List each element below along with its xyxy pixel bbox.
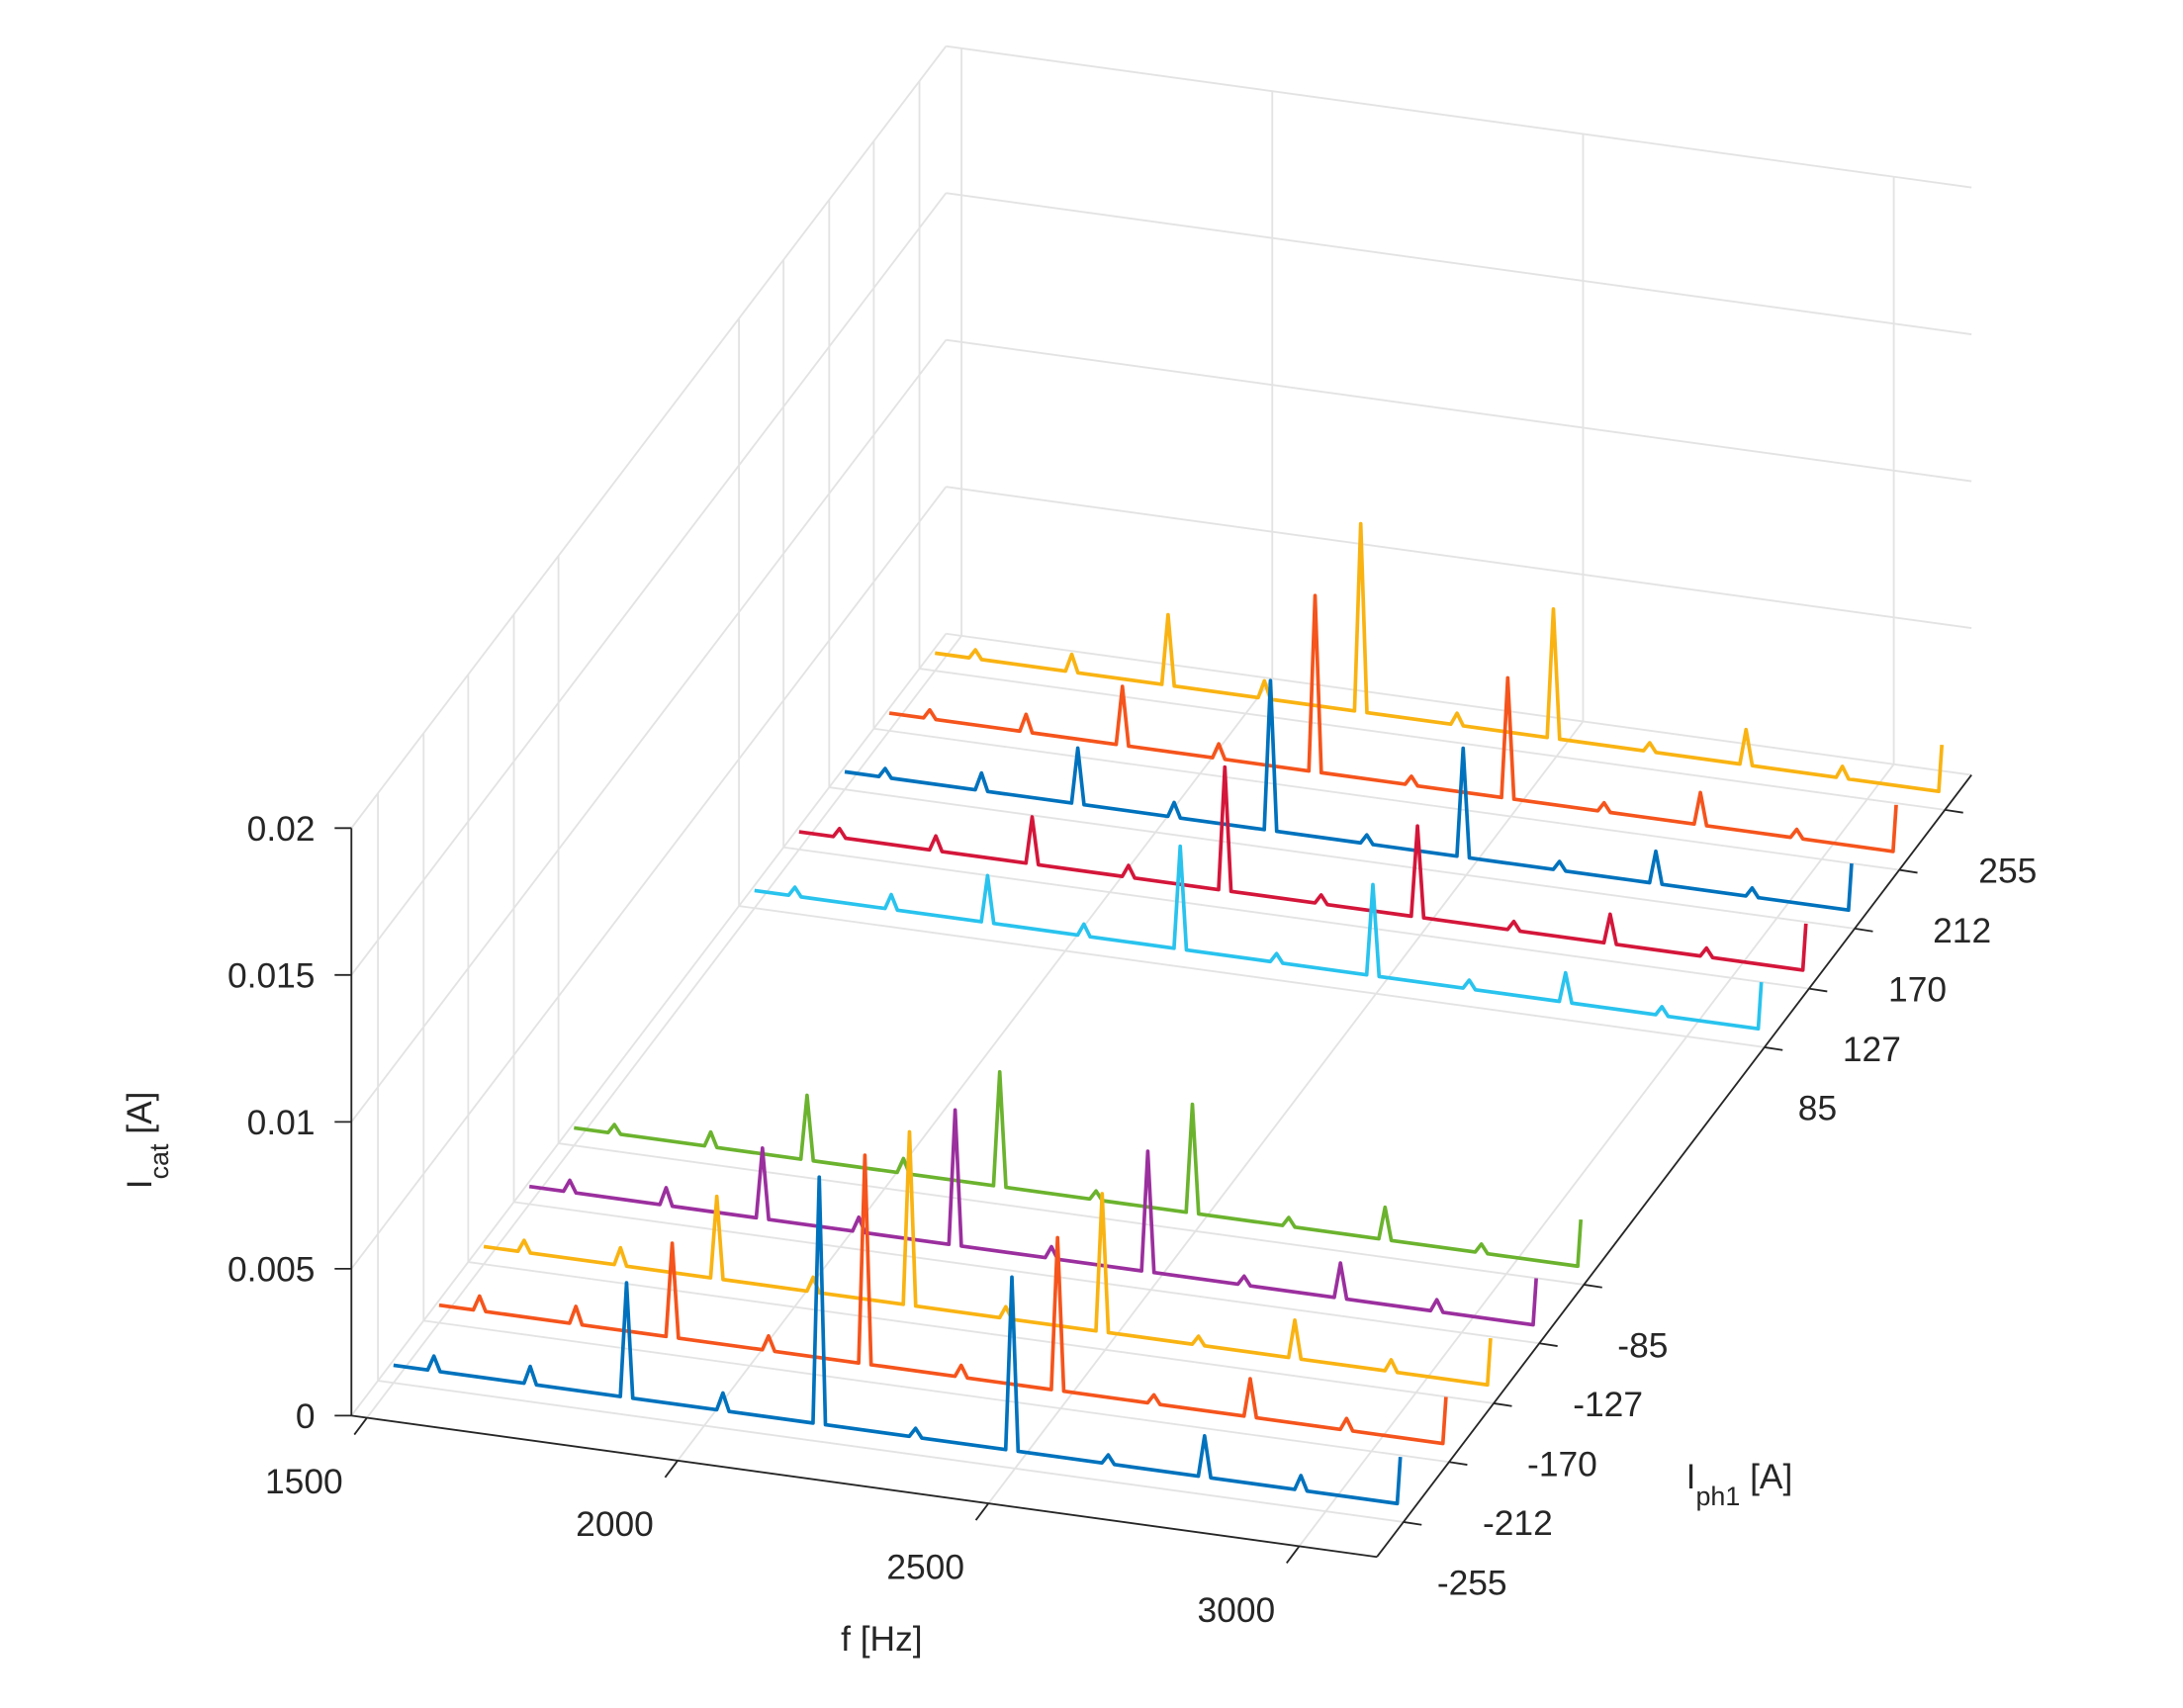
grid-line xyxy=(946,338,1972,483)
series-line xyxy=(888,593,1898,854)
series-line xyxy=(393,1175,1403,1506)
y-tick-label: 170 xyxy=(1888,970,1947,1009)
z-tick-label: 0.02 xyxy=(247,810,316,849)
z-tick-label: 0.015 xyxy=(227,957,316,996)
plot-area xyxy=(393,521,1945,1506)
grid-line xyxy=(513,1201,1540,1345)
grid-line xyxy=(558,1142,1585,1286)
series-line xyxy=(574,1070,1584,1269)
x-tick-label: 2500 xyxy=(886,1549,964,1587)
x-axis-title: f [Hz] xyxy=(841,1620,923,1659)
z-axis-title-main: I xyxy=(121,1179,159,1189)
grid-line xyxy=(987,720,1585,1504)
x-axis-line xyxy=(351,1414,1378,1559)
grid-line xyxy=(423,1319,1450,1464)
y-tick xyxy=(1945,808,1963,814)
x-tick-label: 2000 xyxy=(576,1505,654,1544)
z-axis-title-subscript: cat xyxy=(144,1143,174,1179)
series-line xyxy=(798,764,1808,972)
grid-line xyxy=(366,635,962,1419)
grid-line xyxy=(873,727,1900,871)
y-axis-title-subscript: ph1 xyxy=(1695,1482,1740,1511)
z-axis-title: Icat [A] xyxy=(121,1092,174,1190)
series-line xyxy=(844,678,1854,913)
grid-line xyxy=(350,486,948,1270)
series-line xyxy=(438,1153,1448,1446)
grid-line xyxy=(946,192,1972,335)
z-tick-label: 0.01 xyxy=(247,1104,316,1142)
x-tick-label: 3000 xyxy=(1198,1591,1276,1630)
series-line xyxy=(483,1129,1493,1388)
z-axis-title-suffix: [A] xyxy=(121,1092,159,1144)
y-tick-label: -212 xyxy=(1483,1504,1553,1543)
x-tick xyxy=(1286,1545,1301,1564)
grid-line xyxy=(829,786,1856,930)
grid-line xyxy=(919,668,1946,811)
x-tick xyxy=(664,1460,679,1479)
y-tick-label: 255 xyxy=(1978,852,2037,890)
grid-line xyxy=(946,632,1972,776)
y-tick-label: -255 xyxy=(1437,1564,1507,1602)
y-tick-label: 127 xyxy=(1843,1031,1901,1069)
z-tick-label: 0 xyxy=(296,1397,316,1436)
y-tick xyxy=(1403,1521,1422,1526)
grid-line xyxy=(350,633,948,1416)
y-tick xyxy=(1539,1342,1558,1347)
y-axis-line xyxy=(1376,774,1972,1558)
series-line xyxy=(528,1108,1538,1327)
grid-line xyxy=(1298,764,1895,1547)
series-line xyxy=(754,844,1764,1032)
y-tick xyxy=(1899,868,1918,874)
grid-line xyxy=(468,1261,1495,1404)
z-tick-label: 0.005 xyxy=(227,1251,316,1290)
y-axis-title-suffix: [A] xyxy=(1740,1458,1792,1496)
y-tick-label: 85 xyxy=(1798,1089,1837,1127)
grid-line xyxy=(350,192,948,976)
y-tick xyxy=(1854,927,1873,933)
y-tick xyxy=(1448,1461,1468,1466)
grid-line xyxy=(377,1380,1405,1523)
y-tick-label: 212 xyxy=(1933,912,1991,950)
grid-line xyxy=(738,905,1765,1048)
grid-line xyxy=(350,45,948,829)
x-tick-label: 1500 xyxy=(265,1463,343,1501)
y-axis-title-main: I xyxy=(1686,1458,1696,1496)
y-tick xyxy=(1584,1284,1602,1289)
x-tick xyxy=(974,1502,990,1521)
y-tick-label: -170 xyxy=(1527,1445,1597,1483)
series-line xyxy=(935,521,1945,794)
grid-line xyxy=(350,339,948,1123)
y-tick xyxy=(1808,987,1828,993)
grid xyxy=(350,45,1972,1547)
axes: 0 0.005 0.01 0.015 0.02 1500 2000 2500 3000 -255 -… xyxy=(227,774,2037,1630)
grid-line xyxy=(946,486,1972,629)
y-tick-label: -85 xyxy=(1617,1326,1668,1365)
y-tick-label: -127 xyxy=(1573,1386,1643,1424)
y-axis-title: Iph1 [A] xyxy=(1686,1458,1793,1511)
x-tick xyxy=(353,1417,368,1436)
y-tick xyxy=(1493,1402,1512,1407)
y-tick xyxy=(1764,1045,1783,1051)
grid-line xyxy=(783,846,1810,990)
grid-line xyxy=(946,45,1972,189)
